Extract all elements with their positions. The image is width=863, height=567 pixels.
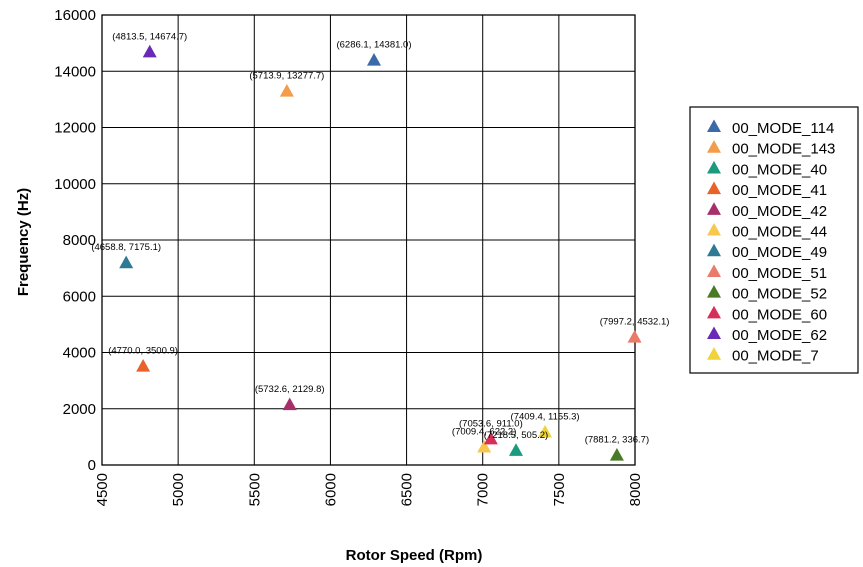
y-tick-label: 4000: [63, 345, 96, 362]
y-tick-label: 14000: [54, 63, 96, 80]
legend-label: 00_MODE_52: [732, 286, 827, 303]
point-label: (5732.6, 2129.8): [255, 384, 325, 395]
legend-label: 00_MODE_51: [732, 265, 827, 282]
y-tick-label: 6000: [63, 288, 96, 305]
grid: [101, 14, 636, 466]
legend-marker: [707, 160, 721, 174]
data-point: [609, 447, 624, 461]
point-label: (7218.5, 505.2): [484, 430, 548, 441]
legend-marker: [707, 222, 721, 236]
data-point: [279, 84, 294, 97]
legend-marker: [707, 202, 721, 215]
point-label: (7009.4, 622.2): [452, 427, 516, 438]
point-label: (4658.8, 7175.1): [91, 242, 161, 253]
axis-ticks: 0 2000 4000 6000 8000 10000 12000 14000 16000 450…: [54, 7, 644, 506]
data-point: [142, 44, 157, 58]
data-point: [136, 358, 151, 372]
legend-marker: [707, 305, 721, 319]
data-point: [477, 439, 492, 453]
x-tick-label: 7500: [551, 473, 568, 506]
x-tick-label: 5500: [246, 473, 263, 506]
point-label: (7997.2, 4532.1): [600, 317, 670, 328]
y-tick-label: 0: [88, 457, 96, 474]
y-tick-label: 10000: [54, 176, 96, 193]
legend-label: 00_MODE_7: [732, 348, 819, 365]
x-tick-label: 5000: [170, 473, 187, 506]
legend-label: 00_MODE_49: [732, 244, 827, 261]
legend-label: 00_MODE_62: [732, 327, 827, 344]
data-points: [119, 44, 642, 461]
x-tick-label: 4500: [94, 473, 111, 506]
data-point: [538, 424, 553, 438]
legend-marker: [707, 119, 721, 133]
legend-label: 00_MODE_42: [732, 203, 827, 220]
legend-label: 00_MODE_41: [732, 182, 827, 199]
y-tick-label: 8000: [63, 232, 96, 249]
point-label: (4813.5, 14674.7): [112, 31, 187, 42]
legend: 00_MODE_114 00_MODE_143 00_MODE_40 00_MODE_…: [689, 106, 859, 374]
y-tick-label: 12000: [54, 120, 96, 137]
legend-marker: [707, 285, 721, 298]
legend-label: 00_MODE_44: [732, 224, 827, 241]
x-tick-label: 6500: [399, 473, 416, 506]
point-label: (7881.2, 336.7): [585, 435, 649, 446]
legend-marker: [707, 140, 721, 153]
data-point: [366, 52, 381, 66]
legend-label: 00_MODE_60: [732, 306, 827, 323]
point-label: (5713.9, 13277.7): [249, 71, 324, 82]
x-axis-title: Rotor Speed (Rpm): [346, 547, 483, 564]
plot-frame: [101, 14, 636, 466]
x-tick-label: 8000: [627, 473, 644, 506]
point-label: (7053.6, 911.0): [459, 418, 523, 429]
x-tick-label: 6000: [322, 473, 339, 506]
legend-label: 00_MODE_40: [732, 161, 827, 178]
legend-marker: [707, 326, 721, 340]
y-tick-label: 16000: [54, 7, 96, 24]
data-point: [627, 329, 642, 343]
point-labels: (6286.1, 14381.0) (5713.9, 13277.7) (7218.…: [91, 31, 669, 445]
legend-label: 00_MODE_143: [732, 141, 835, 158]
data-point: [508, 443, 523, 456]
data-point: [282, 397, 297, 411]
y-axis-title: Frequency (Hz): [15, 188, 32, 296]
x-tick-label: 7000: [475, 473, 492, 506]
legend-marker: [707, 181, 721, 195]
point-label: (4770.0, 3500.9): [108, 346, 178, 357]
legend-label: 00_MODE_114: [732, 120, 834, 137]
point-label: (7409.4, 1155.3): [511, 412, 580, 423]
y-tick-label: 2000: [63, 401, 96, 418]
legend-marker: [707, 264, 721, 277]
legend-marker: [707, 347, 721, 360]
legend-marker: [707, 243, 721, 257]
data-point: [483, 431, 498, 445]
data-point: [119, 255, 134, 269]
point-label: (6286.1, 14381.0): [336, 40, 411, 51]
